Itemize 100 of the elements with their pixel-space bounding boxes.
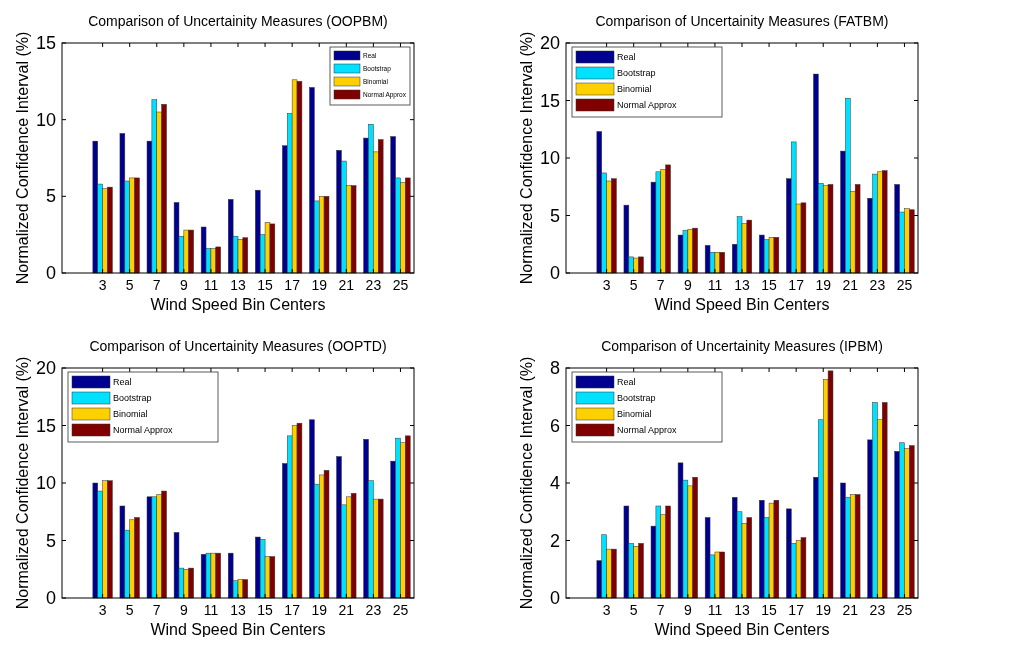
y-tick-label: 6 [549, 415, 560, 436]
y-axis-title: Normalized Confidence Interval (%) [13, 31, 31, 285]
bar [309, 87, 315, 274]
x-tick-label: 13 [734, 277, 750, 293]
x-tick-label: 5 [629, 602, 638, 618]
y-tick-label: 2 [549, 530, 560, 551]
x-tick-label: 5 [125, 602, 134, 618]
bar [759, 500, 765, 599]
y-tick-label: 8 [549, 358, 560, 378]
x-tick-label: 21 [338, 277, 355, 293]
bar [336, 456, 342, 599]
x-tick-label: 9 [179, 602, 188, 618]
bar [228, 552, 234, 599]
bar [173, 202, 180, 274]
bar [736, 216, 743, 274]
y-tick-label: 0 [549, 588, 560, 608]
bar [623, 505, 630, 599]
bar [296, 422, 303, 599]
x-tick-label: 7 [656, 277, 665, 293]
y-tick-label: 4 [549, 473, 560, 493]
x-tick-label: 25 [896, 277, 913, 293]
x-tick-label: 15 [257, 277, 274, 293]
bar [827, 370, 834, 599]
x-tick-label: 25 [392, 277, 409, 293]
y-tick-label: 15 [539, 90, 560, 111]
x-tick-label: 7 [152, 277, 161, 293]
x-tick-label: 13 [734, 602, 750, 618]
legend-label: Binomial [617, 409, 652, 419]
x-tick-label: 15 [761, 602, 778, 618]
bar [173, 532, 180, 599]
x-tick-label: 7 [152, 602, 161, 618]
y-tick-label: 20 [539, 33, 560, 53]
x-axis-title: Wind Speed Bin Centers [654, 296, 830, 313]
x-tick-label: 13 [230, 277, 246, 293]
y-tick-label: 0 [45, 263, 56, 283]
x-tick-label: 5 [125, 277, 134, 293]
bar [205, 552, 212, 599]
y-axis-title: Normalized Confidence Interval (%) [517, 31, 535, 285]
bar [854, 184, 861, 274]
bar [350, 185, 357, 274]
chart-title: Comparison of Uncertainity Measures (IPBM) [601, 338, 883, 354]
legend-label: Real [113, 377, 132, 387]
bar [677, 234, 684, 274]
x-tick-label: 19 [815, 602, 832, 618]
y-tick-label: 0 [45, 588, 56, 608]
y-tick-label: 5 [45, 530, 56, 551]
bar [200, 226, 207, 274]
x-tick-label: 21 [842, 277, 859, 293]
y-tick-label: 5 [45, 186, 56, 207]
x-tick-label: 23 [365, 602, 382, 618]
bar [146, 496, 153, 599]
bar [323, 470, 330, 599]
x-tick-label: 17 [284, 602, 301, 618]
y-tick-label: 20 [35, 358, 56, 378]
bar [704, 517, 711, 599]
x-tick-label: 11 [707, 602, 723, 618]
chart-title: Comparison of Uncertainity Measures (FATBM) [595, 13, 889, 29]
y-tick-label: 10 [35, 473, 56, 493]
x-tick-label: 13 [230, 602, 246, 618]
legend-label: Bootstrap [617, 393, 656, 403]
y-axis-title: Normalized Confidence Interval (%) [13, 356, 31, 610]
x-tick-label: 5 [629, 277, 638, 293]
x-tick-label: 15 [257, 602, 274, 618]
x-tick-label: 19 [815, 277, 832, 293]
x-tick-label: 25 [392, 602, 409, 618]
y-tick-label: 10 [35, 109, 56, 130]
bar [119, 505, 126, 599]
y-axis-title: Normalized Confidence Interval (%) [517, 356, 535, 610]
bar [677, 462, 684, 599]
x-tick-label: 23 [869, 277, 886, 293]
chart-title: Comparison of Uncertainity Measures (OOPBM) [88, 13, 388, 29]
x-tick-label: 21 [842, 602, 859, 618]
bar [800, 537, 807, 599]
x-axis-title: Wind Speed Bin Centers [150, 296, 326, 313]
x-tick-label: 3 [98, 602, 107, 618]
bar [854, 494, 861, 599]
bar [623, 204, 630, 274]
bar [800, 202, 807, 274]
x-tick-label: 15 [761, 277, 778, 293]
legend-label: Binomial [113, 409, 148, 419]
bar [786, 508, 792, 599]
x-tick-label: 7 [656, 602, 665, 618]
bar [323, 196, 330, 274]
y-tick-label: 10 [539, 148, 560, 168]
bar [840, 482, 846, 599]
x-tick-label: 11 [707, 277, 723, 293]
bar [296, 81, 303, 274]
x-tick-label: 3 [602, 602, 611, 618]
bar [264, 222, 271, 274]
y-tick-label: 0 [549, 263, 560, 283]
bar [119, 133, 126, 274]
x-tick-label: 3 [98, 277, 107, 293]
y-tick-label: 15 [35, 33, 56, 53]
x-tick-label: 9 [179, 277, 188, 293]
bar [92, 482, 98, 599]
bar [759, 234, 765, 274]
legend-label: Binomial [617, 84, 652, 94]
legend-label: Normal Approx [113, 425, 174, 435]
x-tick-label: 19 [311, 277, 328, 293]
bar [768, 502, 775, 599]
